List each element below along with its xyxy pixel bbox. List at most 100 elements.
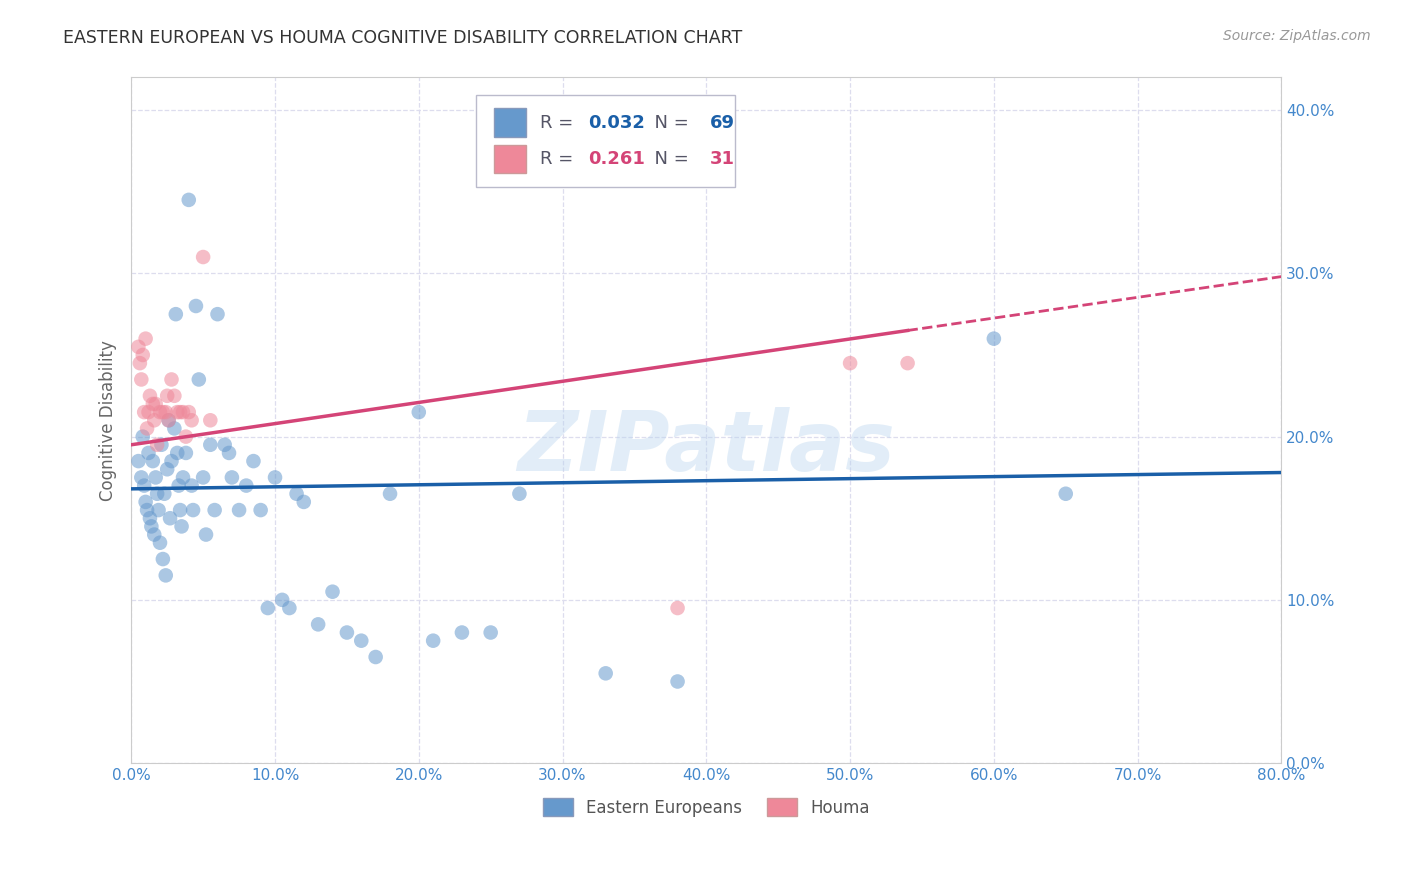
Point [166, 446, 188, 460]
Point [249, 503, 271, 517]
Point [134, 405, 156, 419]
Point [177, 405, 200, 419]
Text: N =: N = [643, 150, 695, 168]
Point [141, 519, 163, 533]
Point [134, 478, 156, 492]
Point [165, 307, 187, 321]
Point [191, 250, 214, 264]
Point [131, 372, 153, 386]
Point [132, 348, 155, 362]
Point [160, 454, 183, 468]
Point [157, 413, 180, 427]
Point [139, 511, 162, 525]
Point [138, 405, 160, 419]
Point [149, 405, 172, 419]
Point [138, 446, 160, 460]
Point [364, 650, 387, 665]
Text: 0.261: 0.261 [588, 150, 645, 168]
Point [307, 617, 329, 632]
Point [839, 356, 862, 370]
Text: R =: R = [540, 113, 578, 132]
Text: 31: 31 [710, 150, 735, 168]
Point [139, 389, 162, 403]
Point [156, 389, 179, 403]
Point [256, 601, 278, 615]
Point [172, 470, 194, 484]
Point [163, 421, 186, 435]
FancyBboxPatch shape [494, 108, 526, 137]
Text: 69: 69 [710, 113, 735, 132]
Point [235, 478, 257, 492]
Point [666, 674, 689, 689]
Point [191, 470, 214, 484]
Point [127, 340, 149, 354]
Point [378, 487, 401, 501]
Point [336, 625, 359, 640]
Point [983, 332, 1005, 346]
Point [1054, 487, 1077, 501]
Point [187, 372, 209, 386]
Point [163, 389, 186, 403]
Point [180, 413, 202, 427]
Point [131, 470, 153, 484]
Point [595, 666, 617, 681]
Point [172, 405, 194, 419]
Point [150, 438, 173, 452]
Point [180, 478, 202, 492]
Point [127, 454, 149, 468]
Text: 0.032: 0.032 [588, 113, 645, 132]
Point [135, 332, 157, 346]
Point [136, 503, 159, 517]
Point [149, 535, 172, 549]
Point [207, 307, 229, 321]
Point [157, 413, 180, 427]
Point [136, 421, 159, 435]
Point [155, 405, 177, 419]
Point [159, 511, 181, 525]
Point [177, 193, 200, 207]
Point [143, 413, 166, 427]
Point [666, 601, 689, 615]
Point [278, 601, 301, 615]
Point [204, 503, 226, 517]
Text: EASTERN EUROPEAN VS HOUMA COGNITIVE DISABILITY CORRELATION CHART: EASTERN EUROPEAN VS HOUMA COGNITIVE DISA… [63, 29, 742, 46]
FancyBboxPatch shape [494, 145, 526, 173]
Point [156, 462, 179, 476]
Point [184, 299, 207, 313]
Point [142, 397, 165, 411]
Point [897, 356, 920, 370]
Point [264, 470, 287, 484]
Point [422, 633, 444, 648]
Text: N =: N = [643, 113, 695, 132]
Point [195, 527, 218, 541]
Point [152, 552, 174, 566]
Point [146, 487, 169, 501]
Point [181, 503, 204, 517]
Point [132, 429, 155, 443]
Point [322, 584, 344, 599]
Point [148, 503, 170, 517]
Point [350, 633, 373, 648]
Point [408, 405, 430, 419]
Point [221, 470, 243, 484]
Text: R =: R = [540, 150, 578, 168]
FancyBboxPatch shape [477, 95, 735, 187]
Point [174, 446, 197, 460]
Point [200, 413, 222, 427]
Point [214, 438, 236, 452]
Point [167, 478, 190, 492]
Point [218, 446, 240, 460]
Text: Source: ZipAtlas.com: Source: ZipAtlas.com [1223, 29, 1371, 43]
Point [170, 519, 193, 533]
Point [285, 487, 308, 501]
Point [143, 527, 166, 541]
Y-axis label: Cognitive Disability: Cognitive Disability [100, 340, 117, 500]
Legend: Eastern Europeans, Houma: Eastern Europeans, Houma [536, 791, 876, 823]
Point [228, 503, 250, 517]
Point [169, 405, 191, 419]
Point [128, 356, 150, 370]
Point [146, 438, 169, 452]
Point [142, 454, 165, 468]
Point [292, 495, 315, 509]
Point [200, 438, 222, 452]
